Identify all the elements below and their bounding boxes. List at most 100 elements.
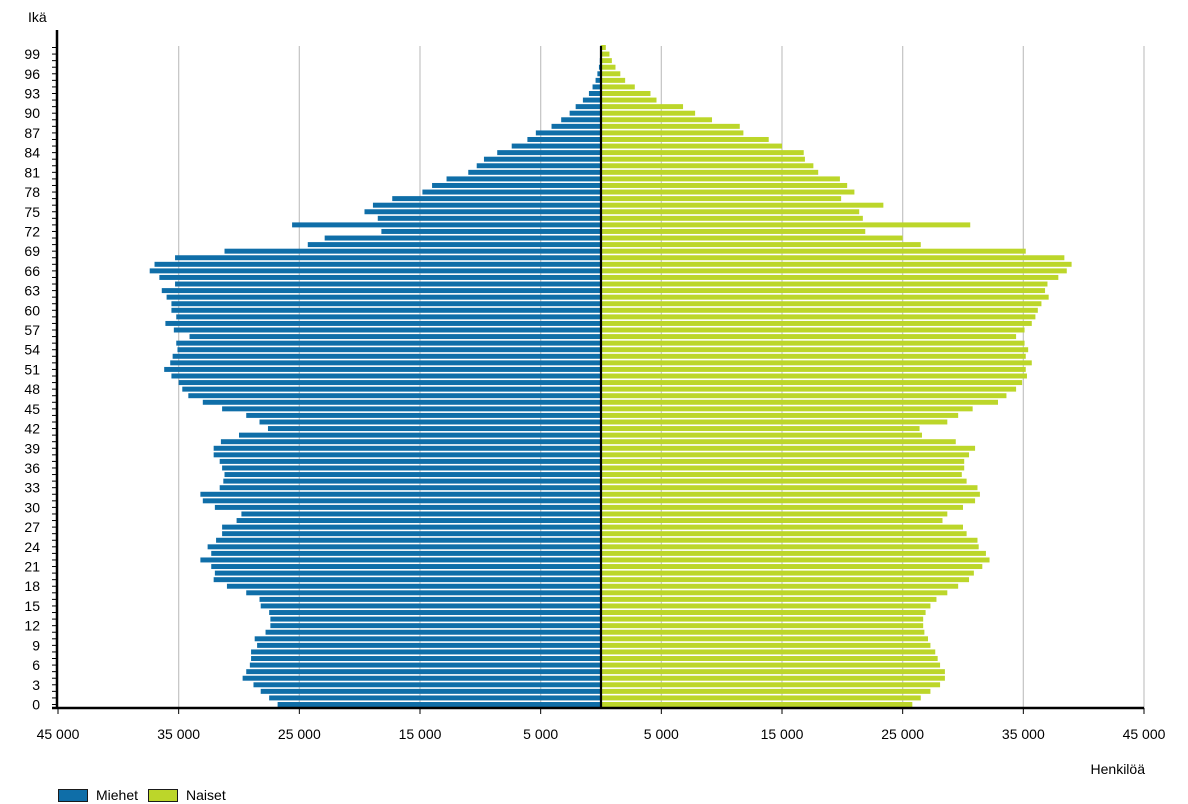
bar-female [601,498,976,504]
bar-male [241,511,601,517]
bar-male [259,419,601,425]
bar-male [224,248,601,254]
bar-male [200,557,602,563]
bar-male [207,544,602,550]
bar-female [601,169,819,175]
bar-female [601,564,983,570]
bar-male [172,353,601,359]
bar-female [601,71,621,77]
bar-male [242,675,601,681]
bar-female [601,426,920,432]
bar-female [601,176,840,182]
x-tick-label: 45 000 [1123,726,1166,742]
bar-female [601,432,922,438]
bar-female [601,294,1049,300]
y-tick-label: 87 [24,125,40,141]
bar-female [601,642,931,648]
bar-male [422,189,601,195]
bar-female [601,695,921,701]
bar-female [601,445,976,451]
x-tick-label: 35 000 [1002,726,1045,742]
bar-female [601,504,963,510]
bar-female [601,130,744,136]
y-tick-label: 18 [24,578,40,594]
bar-male [277,702,601,707]
bar-male [211,550,601,556]
bar-male [270,623,601,629]
bar-female [601,209,860,215]
bar-male [219,458,601,464]
bar-female [601,242,921,248]
bar-female [601,360,1032,366]
y-tick-label: 3 [32,677,40,693]
bar-female [601,649,936,655]
bar-male [595,77,601,83]
legend-swatch-male [58,788,88,802]
bar-male [177,347,601,353]
bar-male [176,340,601,346]
bar-male [222,531,601,537]
bar-male [476,163,601,169]
bar-male [166,294,601,300]
bar-female [601,215,863,221]
bar-female [601,314,1036,320]
y-tick-label: 66 [24,263,40,279]
x-tick-label: 5 000 [523,726,558,742]
bar-male [265,629,601,635]
bar-male [220,439,601,445]
bar-female [601,222,971,228]
bar-female [601,104,684,110]
bar-male [307,242,601,248]
bar-female [601,472,962,478]
bar-female [601,150,804,156]
bar-female [601,261,1072,267]
bar-female [601,143,782,149]
y-tick-label: 90 [24,105,40,121]
bar-male [381,228,601,234]
bar-female [601,412,959,418]
bar-male [432,182,601,188]
bar-male [222,406,601,412]
bar-male [175,281,601,287]
bar-female [601,531,967,537]
y-tick-label: 6 [32,657,40,673]
y-tick-label: 93 [24,85,40,101]
bar-male [372,202,601,208]
bar-male [176,314,601,320]
bar-male [216,537,601,543]
bar-male [213,577,601,583]
bar-male [246,412,602,418]
bar-female [601,393,1007,399]
bar-male [239,432,601,438]
bar-male [171,307,601,313]
bar-female [601,196,842,202]
bar-male [575,104,601,110]
bar-female [601,399,998,405]
bar-female [601,636,929,642]
y-tick-label: 75 [24,204,40,220]
y-tick-label: 39 [24,440,40,456]
bar-female [601,307,1038,313]
bar-male [171,301,601,307]
bar-female [601,268,1067,274]
bar-male [364,209,601,215]
legend-item-male: Miehet [58,787,138,803]
y-tick-label: 21 [24,559,40,575]
bar-female [601,656,938,661]
bar-female [601,91,651,96]
bar-male [269,695,601,701]
bar-male [188,393,601,399]
bar-male [561,117,601,123]
y-tick-label: 96 [24,66,40,82]
bar-male [551,123,601,129]
bar-male [582,97,601,103]
y-tick-label: 78 [24,184,40,200]
y-tick-label: 24 [24,539,40,555]
bar-male [164,366,602,372]
bar-female [601,439,956,445]
y-tick-label: 81 [24,164,40,180]
bar-female [601,58,612,64]
bar-female [601,452,970,458]
bar-male [226,583,601,589]
